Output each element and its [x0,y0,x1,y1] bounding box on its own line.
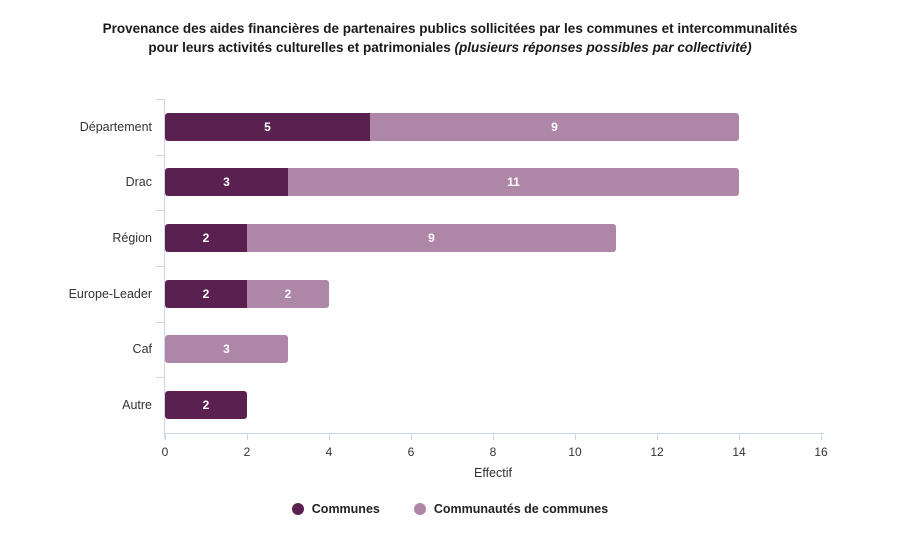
bar-segment[interactable]: 9 [247,224,616,253]
x-tick [739,434,740,440]
y-tick [156,321,164,323]
bar-value-label: 3 [223,342,230,357]
bar-value-label: 2 [284,286,292,301]
y-tick [156,210,164,212]
x-axis-line [164,433,824,434]
category-label: Autre [122,398,152,413]
x-tick-label: 16 [814,445,828,459]
x-tick-label: 6 [407,445,415,459]
x-tick [411,434,412,440]
bar-row: Caf 3 [133,322,821,378]
x-tick-label: 4 [325,445,333,459]
bar-value-label: 5 [264,119,271,134]
legend-dot-icon [413,503,426,515]
x-tick [657,434,658,440]
bar-segment[interactable]: 2 [165,224,247,253]
legend-item[interactable]: Communes [291,502,380,516]
chart-title-line2: pour leurs activités culturelles et patr… [148,39,752,55]
x-tick-label: 10 [568,445,582,459]
bar-value-label: 11 [507,175,520,190]
plot-area: 0 2 4 6 8 10 12 14 16 Département 5 9 Drac 3 11 Région… [69,99,828,459]
y-tick [156,377,164,379]
bar-track: 3 11 [165,168,821,197]
x-tick-label: 14 [732,445,746,459]
chart-title-italic-note: (plusieurs réponses possibles par collec… [454,39,752,55]
chart-title-line1: Provenance des aides financières de part… [102,21,798,36]
legend-label: Communes [311,502,380,516]
bar-value-label: 2 [202,286,210,301]
x-tick [329,434,330,440]
category-label: Région [112,231,152,246]
y-axis-line [164,99,165,439]
bar-value-label: 3 [223,175,230,190]
y-tick [156,266,164,267]
bar-row: Autre 2 [122,377,821,433]
legend: Communes Communautés de communes [0,502,900,516]
x-axis-title: Effectif [474,466,512,480]
x-tick-label: 12 [650,445,664,459]
bar-segment[interactable]: 3 [165,335,288,364]
x-tick [493,434,494,440]
legend-item[interactable]: Communautés de communes [413,502,609,516]
chart-title: Provenance des aides financières de part… [0,20,900,58]
bar-segment[interactable]: 5 [165,112,370,141]
y-tick [156,99,164,100]
x-tick [575,434,576,440]
bar-track: 2 [165,391,821,420]
bar-row: Europe-Leader 2 2 [69,266,821,322]
category-label: Europe-Leader [68,286,152,301]
bar-segment[interactable]: 11 [288,168,739,197]
category-label: Caf [132,342,152,357]
bar-segment[interactable]: 3 [165,168,288,197]
x-tick [247,434,248,440]
bar-value-label: 9 [428,231,435,246]
x-tick [821,434,822,440]
category-label: Drac [125,175,152,190]
x-tick-label: 8 [489,445,497,459]
bar-row: Département 5 9 [80,99,821,155]
bar-segment[interactable]: 2 [247,279,329,308]
bar-segment[interactable]: 2 [165,279,247,308]
legend-label: Communautés de communes [433,502,609,516]
bar-row: Région 2 9 [112,210,821,266]
category-label: Département [79,119,152,134]
bar-value-label: 2 [202,231,210,246]
bar-value-label: 9 [551,119,558,134]
legend-dot-icon [291,503,304,515]
bar-row: Drac 3 11 [126,155,821,211]
bar-track: 3 [165,335,821,364]
bar-value-label: 2 [202,398,210,413]
x-tick-label: 0 [161,445,169,459]
x-tick [165,434,166,440]
x-tick-label: 2 [243,445,251,459]
bar-segment[interactable]: 9 [370,112,739,141]
bar-segment[interactable]: 2 [165,391,247,420]
y-tick [156,154,164,156]
